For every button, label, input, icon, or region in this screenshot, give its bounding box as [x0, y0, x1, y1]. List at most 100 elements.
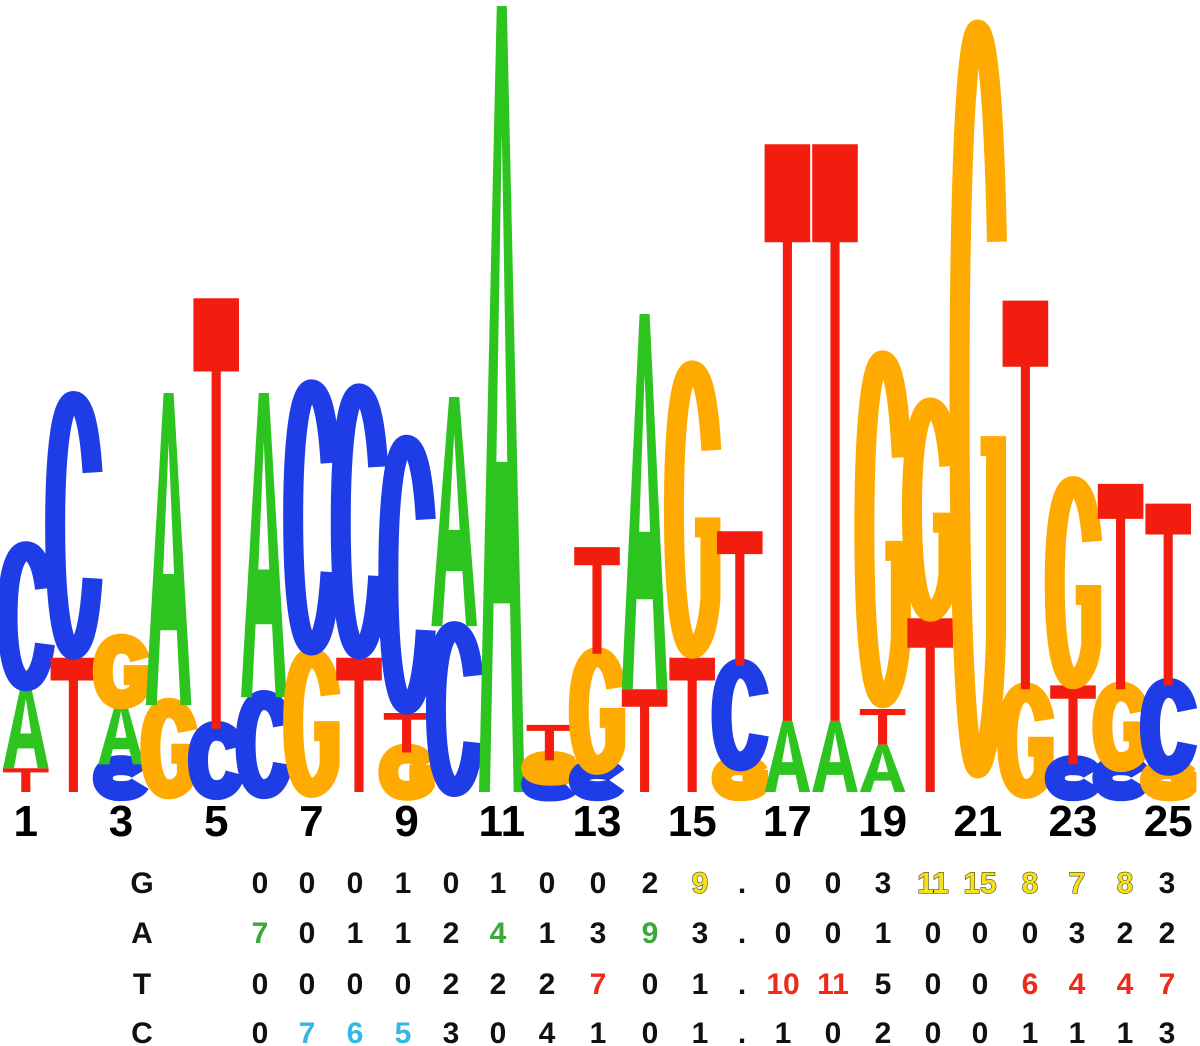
- letter-g: [388, 754, 425, 791]
- letter-a: [479, 5, 525, 792]
- matrix-cell: 1: [692, 968, 709, 1001]
- position-label: 1: [14, 797, 38, 846]
- matrix-cell: 15: [963, 867, 996, 900]
- letter-t: [383, 713, 430, 753]
- matrix-cell: 11: [917, 867, 949, 900]
- matrix-cell: 4: [539, 1017, 556, 1046]
- letter-t: [3, 768, 49, 792]
- matrix-cell: 1: [1022, 1017, 1039, 1046]
- letter-g: [1007, 692, 1044, 789]
- logo-column: [860, 360, 906, 792]
- matrix-cell: 0: [347, 867, 364, 900]
- logo-column: [3, 551, 49, 792]
- logo-letter-stacks: [3, 6, 1191, 792]
- letter-a: [98, 701, 144, 765]
- matrix-cell: 10: [766, 968, 799, 1001]
- letter-t: [907, 618, 953, 792]
- matrix-row-label: T: [133, 968, 151, 1001]
- letter-t: [50, 657, 97, 792]
- letter-a: [3, 685, 49, 769]
- letter-t: [859, 709, 906, 745]
- letter-c: [722, 669, 759, 762]
- position-label: 19: [858, 797, 907, 846]
- letter-c: [341, 393, 378, 649]
- matrix-cell: 2: [490, 968, 507, 1001]
- matrix-cell: 9: [642, 917, 659, 950]
- matrix-cell: 0: [825, 917, 842, 950]
- letter-a: [764, 720, 811, 792]
- matrix-cell: 2: [443, 968, 460, 1001]
- letter-t: [1145, 503, 1191, 686]
- matrix-cell: 0: [299, 917, 316, 950]
- matrix-cell: 0: [972, 1017, 989, 1046]
- logo-column: [717, 531, 763, 791]
- letter-g: [1102, 692, 1139, 763]
- letter-a: [241, 393, 287, 698]
- matrix-cell: 1: [590, 1017, 607, 1046]
- matrix-cell: 1: [539, 917, 556, 950]
- matrix-cell: .: [738, 1017, 746, 1046]
- matrix-cell: 0: [825, 1017, 842, 1046]
- matrix-cell: 1: [395, 867, 412, 900]
- letter-g: [960, 30, 997, 769]
- letter-a: [621, 314, 668, 690]
- logo-column: [764, 144, 811, 792]
- letter-t: [621, 689, 668, 792]
- matrix-cell: 6: [1022, 968, 1039, 1001]
- position-label: 17: [763, 797, 812, 846]
- letter-t: [574, 547, 620, 654]
- matrix-cell: 0: [1022, 917, 1039, 950]
- letter-g: [579, 657, 616, 765]
- matrix-cell: 9: [692, 867, 709, 900]
- matrix-cell: 1: [347, 917, 364, 950]
- logo-column: [1145, 503, 1191, 792]
- matrix-cell: 0: [925, 1017, 942, 1046]
- matrix-cell: 3: [875, 867, 892, 900]
- letter-t: [193, 298, 239, 729]
- letter-a: [812, 720, 858, 792]
- letter-g: [674, 370, 711, 648]
- letter-t: [669, 657, 715, 792]
- logo-column: [293, 389, 330, 787]
- matrix-cell: 0: [299, 867, 316, 900]
- letter-t: [1050, 685, 1096, 765]
- matrix-cell: 0: [347, 968, 364, 1001]
- matrix-cell: 2: [642, 867, 659, 900]
- matrix-cell: 2: [539, 968, 556, 1001]
- logo-column: [960, 30, 997, 769]
- matrix-cell: 0: [642, 968, 659, 1001]
- matrix-cell: 3: [443, 1017, 460, 1046]
- logo-column: [812, 144, 858, 792]
- matrix-cell: 1: [692, 1017, 709, 1046]
- logo-column: [146, 393, 192, 789]
- letter-g: [912, 407, 949, 611]
- matrix-cell: 0: [825, 867, 842, 900]
- logo-column: [621, 314, 668, 792]
- matrix-cell: 6: [347, 1017, 364, 1046]
- matrix-cell: 0: [972, 968, 989, 1001]
- letter-c: [1150, 688, 1187, 766]
- matrix-cell: 11: [817, 968, 849, 1001]
- position-label: 13: [573, 797, 622, 846]
- matrix-cell: 0: [395, 968, 412, 1001]
- matrix-cell: 2: [875, 1017, 892, 1046]
- matrix-cell: 7: [1069, 867, 1086, 900]
- logo-column: [431, 397, 477, 787]
- letter-a: [859, 744, 906, 792]
- letter-c: [293, 389, 330, 645]
- matrix-cell: 3: [590, 917, 607, 950]
- matrix-cell: 7: [252, 917, 269, 950]
- position-label: 25: [1144, 797, 1193, 846]
- logo-column: [669, 370, 715, 792]
- letter-c: [103, 765, 140, 791]
- letter-c: [8, 551, 45, 681]
- matrix-cell: 0: [252, 968, 269, 1001]
- logo-column: [336, 393, 382, 792]
- logo-column: [193, 298, 239, 790]
- logo-column: [98, 644, 144, 791]
- letter-c: [246, 700, 283, 789]
- matrix-cell: 0: [925, 917, 942, 950]
- matrix-cell: 4: [1069, 968, 1086, 1001]
- matrix-cell: 7: [299, 1017, 316, 1046]
- matrix-cell: 0: [490, 1017, 507, 1046]
